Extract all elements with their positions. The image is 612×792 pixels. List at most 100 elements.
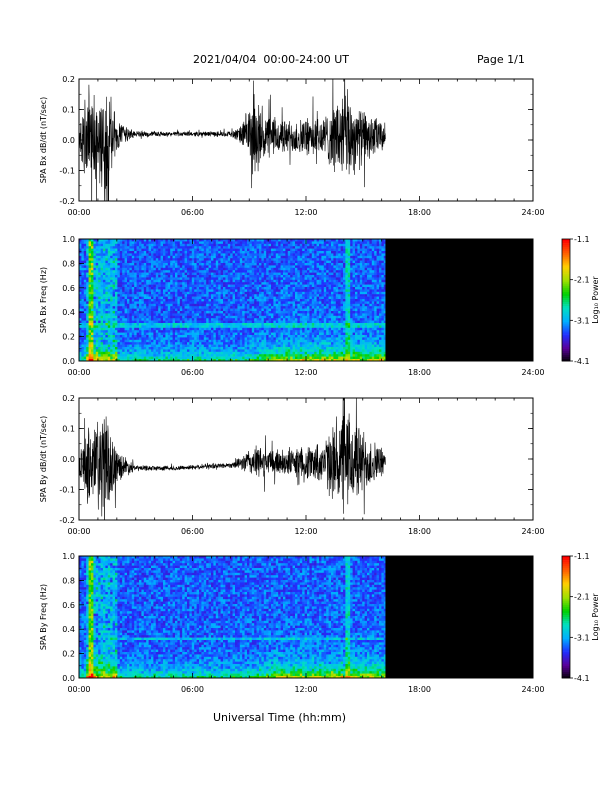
- spectrogram-cell: [256, 248, 260, 252]
- spectrogram-cell: [172, 287, 176, 290]
- spectrogram-cell: [201, 270, 205, 273]
- spectrogram-cell: [143, 332, 147, 336]
- spectrogram-cell: [242, 342, 245, 345]
- spectrogram-cell: [266, 287, 269, 290]
- spectrogram-cell: [292, 320, 296, 324]
- spectrogram-cell: [148, 308, 152, 312]
- spectrogram-cell: [88, 306, 92, 309]
- spectrogram-cell: [179, 294, 183, 297]
- spectrogram-cell: [165, 325, 169, 329]
- spectrogram-cell: [256, 272, 260, 276]
- spectrogram-cell: [100, 272, 104, 276]
- spectrogram-cell: [208, 294, 212, 297]
- spectrogram-cell: [83, 265, 87, 269]
- spectrogram-cell: [263, 320, 267, 324]
- spectrogram-cell: [119, 267, 123, 271]
- spectrogram-cell: [110, 282, 113, 285]
- spectrogram-cell: [175, 349, 178, 353]
- spectrogram-cell: [148, 301, 152, 305]
- spectrogram-cell: [247, 347, 250, 350]
- spectrogram-cell: [254, 332, 257, 336]
- spectrogram-cell: [235, 277, 238, 281]
- spectrogram-cell: [160, 327, 164, 331]
- spectrogram-cell: [254, 282, 257, 285]
- spectrogram-cell: [143, 311, 147, 314]
- spectrogram-cell: [81, 306, 85, 309]
- spectrogram-cell: [117, 255, 121, 259]
- spectrogram-cell: [299, 248, 303, 252]
- spectrogram-cell: [201, 275, 205, 278]
- spectrogram-cell: [175, 270, 178, 273]
- spectrogram-cell: [107, 251, 111, 254]
- spectrogram-cell: [127, 315, 130, 319]
- spectrogram-cell: [299, 301, 303, 305]
- spectrogram-cell: [227, 330, 231, 333]
- spectrogram-cell: [223, 323, 226, 326]
- spectrogram-cell: [105, 253, 109, 257]
- spectrogram-cell: [146, 243, 149, 247]
- spectrogram-cell: [271, 332, 274, 336]
- spectrogram-cell: [79, 275, 82, 278]
- spectrogram-cell: [268, 318, 272, 321]
- spectrogram-cell: [134, 320, 137, 324]
- spectrogram-cell: [191, 287, 195, 290]
- spectrogram-cell: [223, 253, 226, 257]
- spectrogram-cell: [136, 248, 140, 252]
- spectrogram-cell: [263, 246, 267, 249]
- spectrogram-cell: [81, 359, 85, 361]
- spectrogram-cell: [81, 351, 85, 355]
- spectrogram-cell: [91, 359, 94, 361]
- spectrogram-cell: [141, 267, 145, 271]
- spectrogram-cell: [283, 272, 286, 276]
- spectrogram-cell: [153, 289, 157, 293]
- spectrogram-cell: [143, 251, 147, 254]
- spectrogram-cell: [119, 323, 123, 326]
- spectrogram-cell: [206, 332, 209, 336]
- spectrogram-cell: [100, 337, 104, 341]
- spectrogram-cell: [146, 325, 149, 329]
- spectrogram-cell: [93, 277, 97, 281]
- spectrogram-cell: [199, 265, 202, 269]
- spectrogram-cell: [244, 282, 248, 285]
- spectrogram-cell: [124, 339, 128, 343]
- spectrogram-cell: [158, 318, 161, 321]
- spectrogram-cell: [81, 349, 85, 353]
- spectrogram-cell: [251, 327, 255, 331]
- spectrogram-cell: [141, 248, 145, 252]
- spectrogram-cell: [223, 260, 226, 264]
- spectrogram-cell: [242, 272, 245, 276]
- spectrogram-cell: [278, 342, 281, 345]
- spectrogram-cell: [242, 332, 245, 336]
- spectrogram-cell: [285, 342, 289, 345]
- spectrogram-cell: [261, 349, 265, 353]
- spectrogram-cell: [247, 323, 250, 326]
- spectrogram-cell: [230, 315, 233, 319]
- spectrogram-cell: [227, 272, 231, 276]
- spectrogram-cell: [196, 282, 200, 285]
- spectrogram-cell: [177, 258, 181, 261]
- spectrogram-cell: [112, 296, 116, 300]
- spectrogram-cell: [268, 320, 272, 324]
- spectrogram-cell: [110, 342, 113, 345]
- spectrogram-cell: [136, 301, 140, 305]
- spectrogram-cell: [220, 327, 224, 331]
- spectrogram-cell: [278, 255, 281, 259]
- spectrogram-cell: [95, 246, 99, 249]
- spectrogram-cell: [280, 267, 284, 271]
- spectrogram-cell: [237, 318, 241, 321]
- spectrogram-cell: [261, 301, 265, 305]
- spectrogram-cell: [263, 251, 267, 254]
- spectrogram-cell: [261, 344, 265, 348]
- spectrogram-cell: [290, 354, 293, 357]
- spectrogram-cell: [206, 282, 209, 285]
- spectrogram-cell: [170, 301, 173, 305]
- spectrogram-cell: [307, 311, 310, 314]
- spectrogram-cell: [146, 279, 149, 283]
- spectrogram-cell: [148, 339, 152, 343]
- spectrogram-cell: [239, 279, 243, 283]
- spectrogram-cell: [105, 284, 109, 288]
- spectrogram-cell: [95, 337, 99, 341]
- spectrogram-cell: [172, 323, 176, 326]
- spectrogram-cell: [271, 323, 274, 326]
- spectrogram-cell: [194, 267, 197, 271]
